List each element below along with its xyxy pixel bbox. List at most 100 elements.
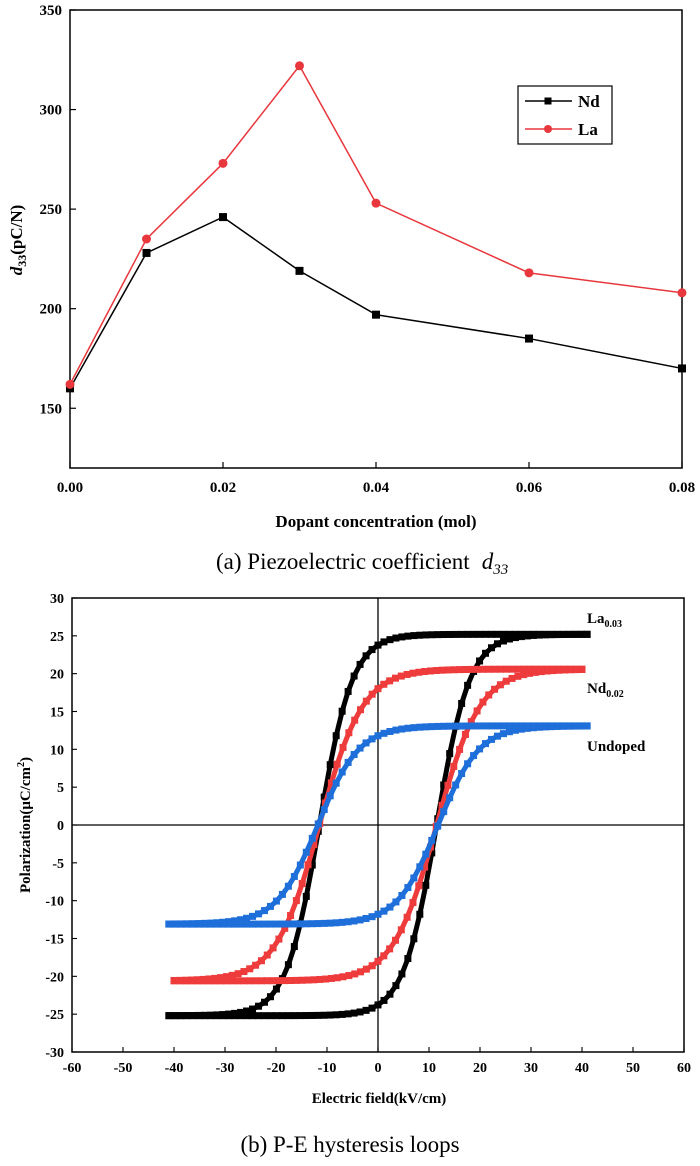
data-point-undoped [416,723,424,731]
data-point-undoped [296,920,304,928]
data-point-nd002 [421,668,429,676]
data-point-nd002 [298,976,306,984]
data-point-nd002 [292,976,300,984]
data-point-la003 [416,910,424,918]
y-tick-label: -10 [45,895,64,910]
data-point-undoped [302,920,310,928]
caption-a-text: (a) Piezoelectric coefficient [216,549,470,574]
data-point-la003 [583,630,591,638]
data-point-undoped [422,723,430,731]
data-point-undoped [314,820,322,828]
data-point-la003 [243,1012,251,1020]
data-point-la003 [386,990,394,998]
x-tick-label: 40 [575,1061,589,1076]
data-point-undoped [320,806,328,814]
data-point-nd002 [572,665,580,673]
panel-a-legend: Nd La [517,85,613,145]
data-point-undoped [482,740,490,748]
data-point-undoped [428,723,436,731]
data-point-nd002 [496,681,504,689]
data-point-undoped [266,920,274,928]
data-point-nd002 [176,976,184,984]
data-point-la003 [422,631,430,639]
data-point-nd002 [403,913,411,921]
y-tick-label: 20 [50,668,64,683]
x-tick-label: 0.06 [516,480,543,496]
data-point-undoped [392,726,400,734]
data-point-undoped [482,722,490,730]
x-tick-label: 60 [677,1061,691,1076]
data-point-nd002 [485,691,493,699]
data-point-la003 [237,1008,245,1016]
data-point-la003 [434,631,442,639]
data-point-undoped [225,918,233,926]
data-point-undoped [505,722,513,730]
data-point-la003 [488,630,496,638]
data-point-undoped [308,920,316,928]
data-point-nd002 [496,665,504,673]
data-point-undoped [374,732,382,740]
data-point-nd002 [327,974,335,982]
data-point-undoped [189,920,197,928]
data-point-undoped [488,735,496,743]
data-point-nd002 [391,936,399,944]
y-tick-label: 10 [50,743,64,758]
x-tick-label: -10 [318,1061,337,1076]
data-point-la003 [553,630,561,638]
label-nd002: Nd0.02 [587,681,624,700]
data-point-la003 [422,881,430,889]
data-point-la003 [243,1007,251,1015]
data-point-nd002 [473,707,481,715]
data-point-undoped [362,739,370,747]
data-point-la003 [511,630,519,638]
data-point-undoped [416,863,424,871]
data-point-undoped [356,916,364,924]
data-point-undoped [386,727,394,735]
data-point-nd002 [234,977,242,985]
data-point-nd002 [298,880,306,888]
data-point-undoped [583,722,591,730]
data-point-la003 [398,633,406,641]
data-point-nd [295,266,304,275]
data-point-la003 [476,630,484,638]
data-point-undoped [470,722,478,730]
y-tick-label: 300 [40,103,63,119]
data-point-undoped [577,722,585,730]
data-point-la003 [302,1012,310,1020]
data-point-undoped [386,903,394,911]
data-point-nd002 [246,977,254,985]
data-point-la [371,198,381,208]
data-point-la003 [482,649,490,657]
data-point-nd002 [456,745,464,753]
data-point-nd002 [228,971,236,979]
data-point-undoped [511,726,519,734]
data-point-undoped [338,918,346,926]
data-point-nd002 [578,665,586,673]
data-point-nd002 [345,729,353,737]
legend-frame [517,85,613,145]
data-point-nd002 [240,977,248,985]
data-point-la [218,158,228,168]
label-la003-base: La [587,611,605,627]
panel-a-caption: (a) Piezoelectric coefficient d33 [216,549,508,578]
data-point-la003 [231,1009,239,1017]
y-tick-label: 150 [40,401,63,417]
data-point-nd002 [502,665,510,673]
data-point-nd002 [409,669,417,677]
data-point-la003 [195,1011,203,1019]
data-point-nd002 [438,801,446,809]
data-point-nd002 [479,698,487,706]
data-point-undoped [302,848,310,856]
data-point-nd002 [357,706,365,714]
data-point-nd002 [426,667,434,675]
data-point-la003 [308,861,316,869]
panel-b-hysteresis-loops [165,630,591,1020]
data-point-nd002 [415,668,423,676]
data-point-la003 [183,1012,191,1020]
data-point-nd002 [491,685,499,693]
data-point-nd002 [187,976,195,984]
data-point-la003 [350,672,358,680]
data-point-la003 [470,630,478,638]
data-point-undoped [374,910,382,918]
y-label-symbol: d [7,266,26,275]
